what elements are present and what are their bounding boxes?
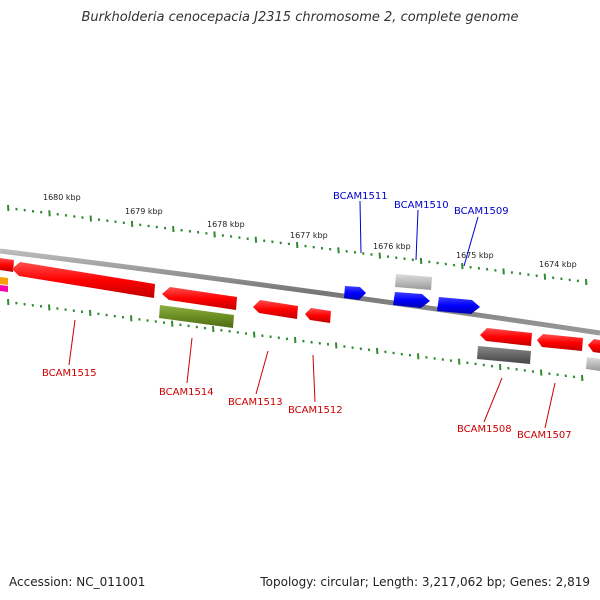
gene-bcam1507[interactable] (537, 334, 583, 351)
gene-label[interactable]: BCAM1507 (517, 430, 572, 441)
genome-summary-text: Topology: circular; Length: 3,217,062 bp… (260, 575, 590, 589)
callout-line (255, 350, 269, 395)
gene-label[interactable]: BCAM1515 (42, 368, 97, 379)
gene-right-edge-red (588, 339, 600, 353)
genome-backbone (0, 248, 600, 336)
scale-label: 1674 kbp (539, 260, 577, 269)
scale-label: 1677 kbp (290, 231, 328, 240)
gene-label[interactable]: BCAM1511 (333, 191, 388, 202)
callout-line (359, 200, 362, 254)
gene-label[interactable]: BCAM1508 (457, 424, 512, 435)
callout-line (415, 209, 419, 261)
scale-ticks-inner (7, 298, 584, 382)
gene-right-edge-grey (586, 357, 600, 371)
scale-label: 1676 kbp (373, 242, 411, 251)
gene-left-edge-orange (0, 277, 8, 285)
gene-bcam1513[interactable] (253, 300, 298, 319)
gene-bcam1510[interactable] (393, 292, 430, 308)
gene-label[interactable]: BCAM1513 (228, 397, 283, 408)
callout-line (312, 354, 316, 403)
gene-bcam1511[interactable] (344, 286, 366, 300)
callout-line (463, 216, 479, 267)
gene-left-edge-magenta (0, 285, 8, 292)
gene-label[interactable]: BCAM1512 (288, 405, 343, 416)
map-title: Burkholderia cenocepacia J2315 chromosom… (81, 10, 519, 25)
callout-line (483, 377, 503, 423)
gene-bcam1508[interactable] (480, 328, 532, 346)
gene-left-edge-red (0, 258, 14, 272)
scale-ticks-outer (7, 204, 588, 286)
scale-label: 1678 kbp (207, 220, 245, 229)
scale-label: 1675 kbp (456, 251, 494, 260)
accession-text: Accession: NC_011001 (9, 575, 146, 589)
gene-dark-grey (477, 346, 531, 364)
callout-line (68, 319, 76, 366)
scale-label: 1680 kbp (43, 193, 81, 202)
reverse-genes (0, 258, 600, 371)
gene-label[interactable]: BCAM1514 (159, 387, 214, 398)
scale-label: 1679 kbp (125, 207, 163, 216)
callout-line (186, 337, 193, 384)
gene-grey-outer (395, 274, 432, 290)
gene-bcam1515[interactable] (12, 262, 155, 298)
forward-genes (344, 274, 480, 314)
callout-line (544, 382, 556, 429)
gene-label[interactable]: BCAM1509 (454, 206, 509, 217)
gene-bcam1509[interactable] (437, 297, 480, 314)
gene-label[interactable]: BCAM1510 (394, 200, 449, 211)
gene-bcam1514[interactable] (159, 305, 234, 328)
gene-red-2[interactable] (162, 287, 237, 310)
gene-bcam1512[interactable] (305, 308, 331, 323)
